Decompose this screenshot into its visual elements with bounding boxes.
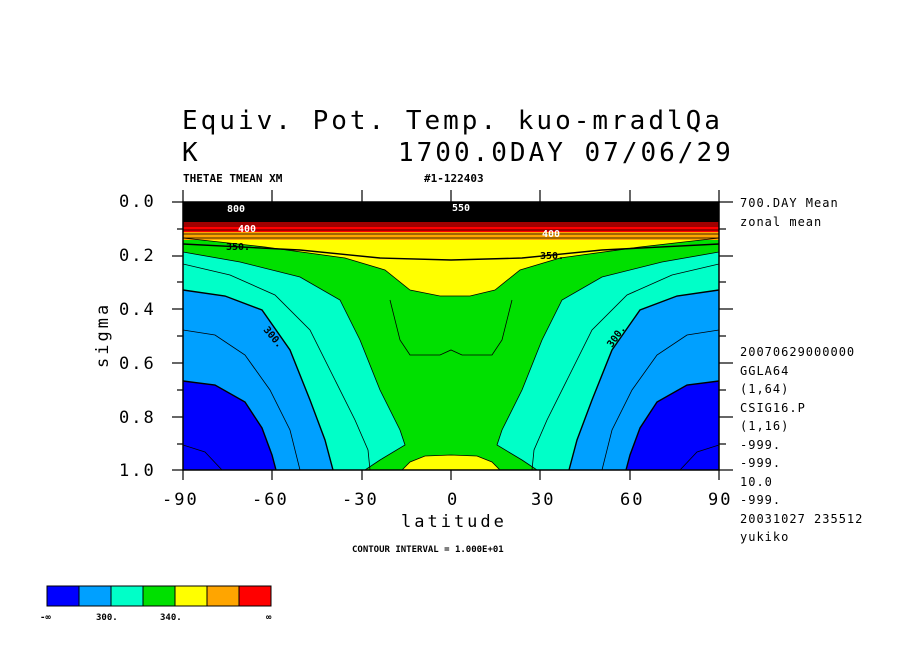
contour-label: 400 (238, 224, 256, 235)
side-top-block: 700.DAY Mean zonal mean (740, 194, 839, 231)
colorbar-swatch (238, 585, 272, 607)
colorbar-label: 340. (160, 613, 182, 623)
contour-label: 350. (226, 242, 250, 253)
contour-line (401, 454, 501, 470)
contour-line (389, 299, 513, 356)
colorbar-swatch (142, 585, 176, 607)
colorbar-swatch (78, 585, 112, 607)
side-info-line: 10.0 (740, 474, 773, 489)
side-info-line: -999. (740, 437, 782, 452)
x-tick-label: -30 (342, 490, 379, 510)
colorbar-swatch (206, 585, 240, 607)
chart-time: 1700.0DAY 07/06/29 (398, 138, 734, 168)
contour-interval-note: CONTOUR INTERVAL = 1.000E+01 (352, 545, 504, 555)
contour-label: 350. (540, 251, 564, 262)
y-tick-label: 0.2 (119, 246, 156, 266)
x-axis-label: latitude (401, 512, 507, 532)
side-info-line: -999. (740, 456, 782, 470)
colorbar (46, 585, 272, 607)
run-id: #1-122403 (424, 172, 484, 185)
side-info-line: 20070629000000 (740, 345, 856, 359)
contour-line (183, 263, 371, 470)
colorbar-label: 300. (96, 613, 118, 623)
x-tick-label: 30 (531, 490, 556, 510)
contour-label: 550 (452, 203, 470, 214)
variable-label: THETAE TMEAN XM (183, 172, 283, 185)
y-tick-label: 0.0 (119, 192, 156, 212)
chart-title: Equiv. Pot. Temp. kuo-mradlQa (182, 106, 723, 136)
contour-line (601, 329, 719, 470)
colorbar-swatch (46, 585, 80, 607)
side-info-line: CSIG16.P (740, 400, 806, 415)
y-tick-label: 0.4 (119, 300, 156, 320)
x-tick-label: 60 (620, 490, 645, 510)
chart-units: K (182, 138, 201, 168)
contour-line (625, 380, 719, 470)
x-tick-label: -60 (252, 490, 289, 510)
side-info-line: yukiko (740, 530, 790, 544)
y-tick-label: 0.8 (119, 408, 156, 428)
side-info-line: (1,16) (740, 419, 790, 433)
fill-blue-right (626, 381, 719, 470)
fill-yellow-bottom (402, 455, 500, 470)
colorbar-label: ∞ (266, 613, 272, 623)
side-info-line: GGLA64 (740, 363, 790, 378)
contour-line (568, 289, 719, 470)
colorbar-label: -∞ (40, 613, 51, 623)
contour-line (183, 380, 277, 470)
contour-line (183, 329, 301, 470)
side-zonal-label: zonal mean (740, 214, 823, 229)
y-tick-label: 0.6 (119, 354, 156, 374)
contour-label: 800 (227, 204, 245, 215)
y-tick-label: 1.0 (119, 461, 156, 481)
side-mean-label: 700.DAY Mean (740, 196, 839, 210)
contour-line (531, 263, 719, 470)
contour-line (183, 444, 223, 470)
y-ticks (172, 201, 733, 471)
side-info-line: -999. (740, 493, 782, 507)
contour-line (679, 444, 719, 470)
contour-line (183, 243, 719, 261)
contour-line (183, 237, 719, 297)
contour-line (496, 251, 719, 470)
colorbar-swatch (110, 585, 144, 607)
side-info-block: 20070629000000 GGLA64 (1,64) CSIG16.P (1… (740, 343, 863, 547)
contour-line (183, 289, 334, 470)
contour-label: 400 (542, 229, 560, 240)
contour-line (183, 251, 406, 470)
x-tick-label: -90 (162, 490, 199, 510)
fill-blue-left (183, 381, 276, 470)
x-tick-label: 90 (708, 490, 733, 510)
x-ticks (182, 190, 720, 480)
fill-black-band (183, 202, 719, 222)
side-info-line: 20031027 235512 (740, 511, 864, 526)
x-tick-label: 0 (447, 490, 460, 510)
side-info-line: (1,64) (740, 382, 790, 396)
colorbar-swatch (174, 585, 208, 607)
